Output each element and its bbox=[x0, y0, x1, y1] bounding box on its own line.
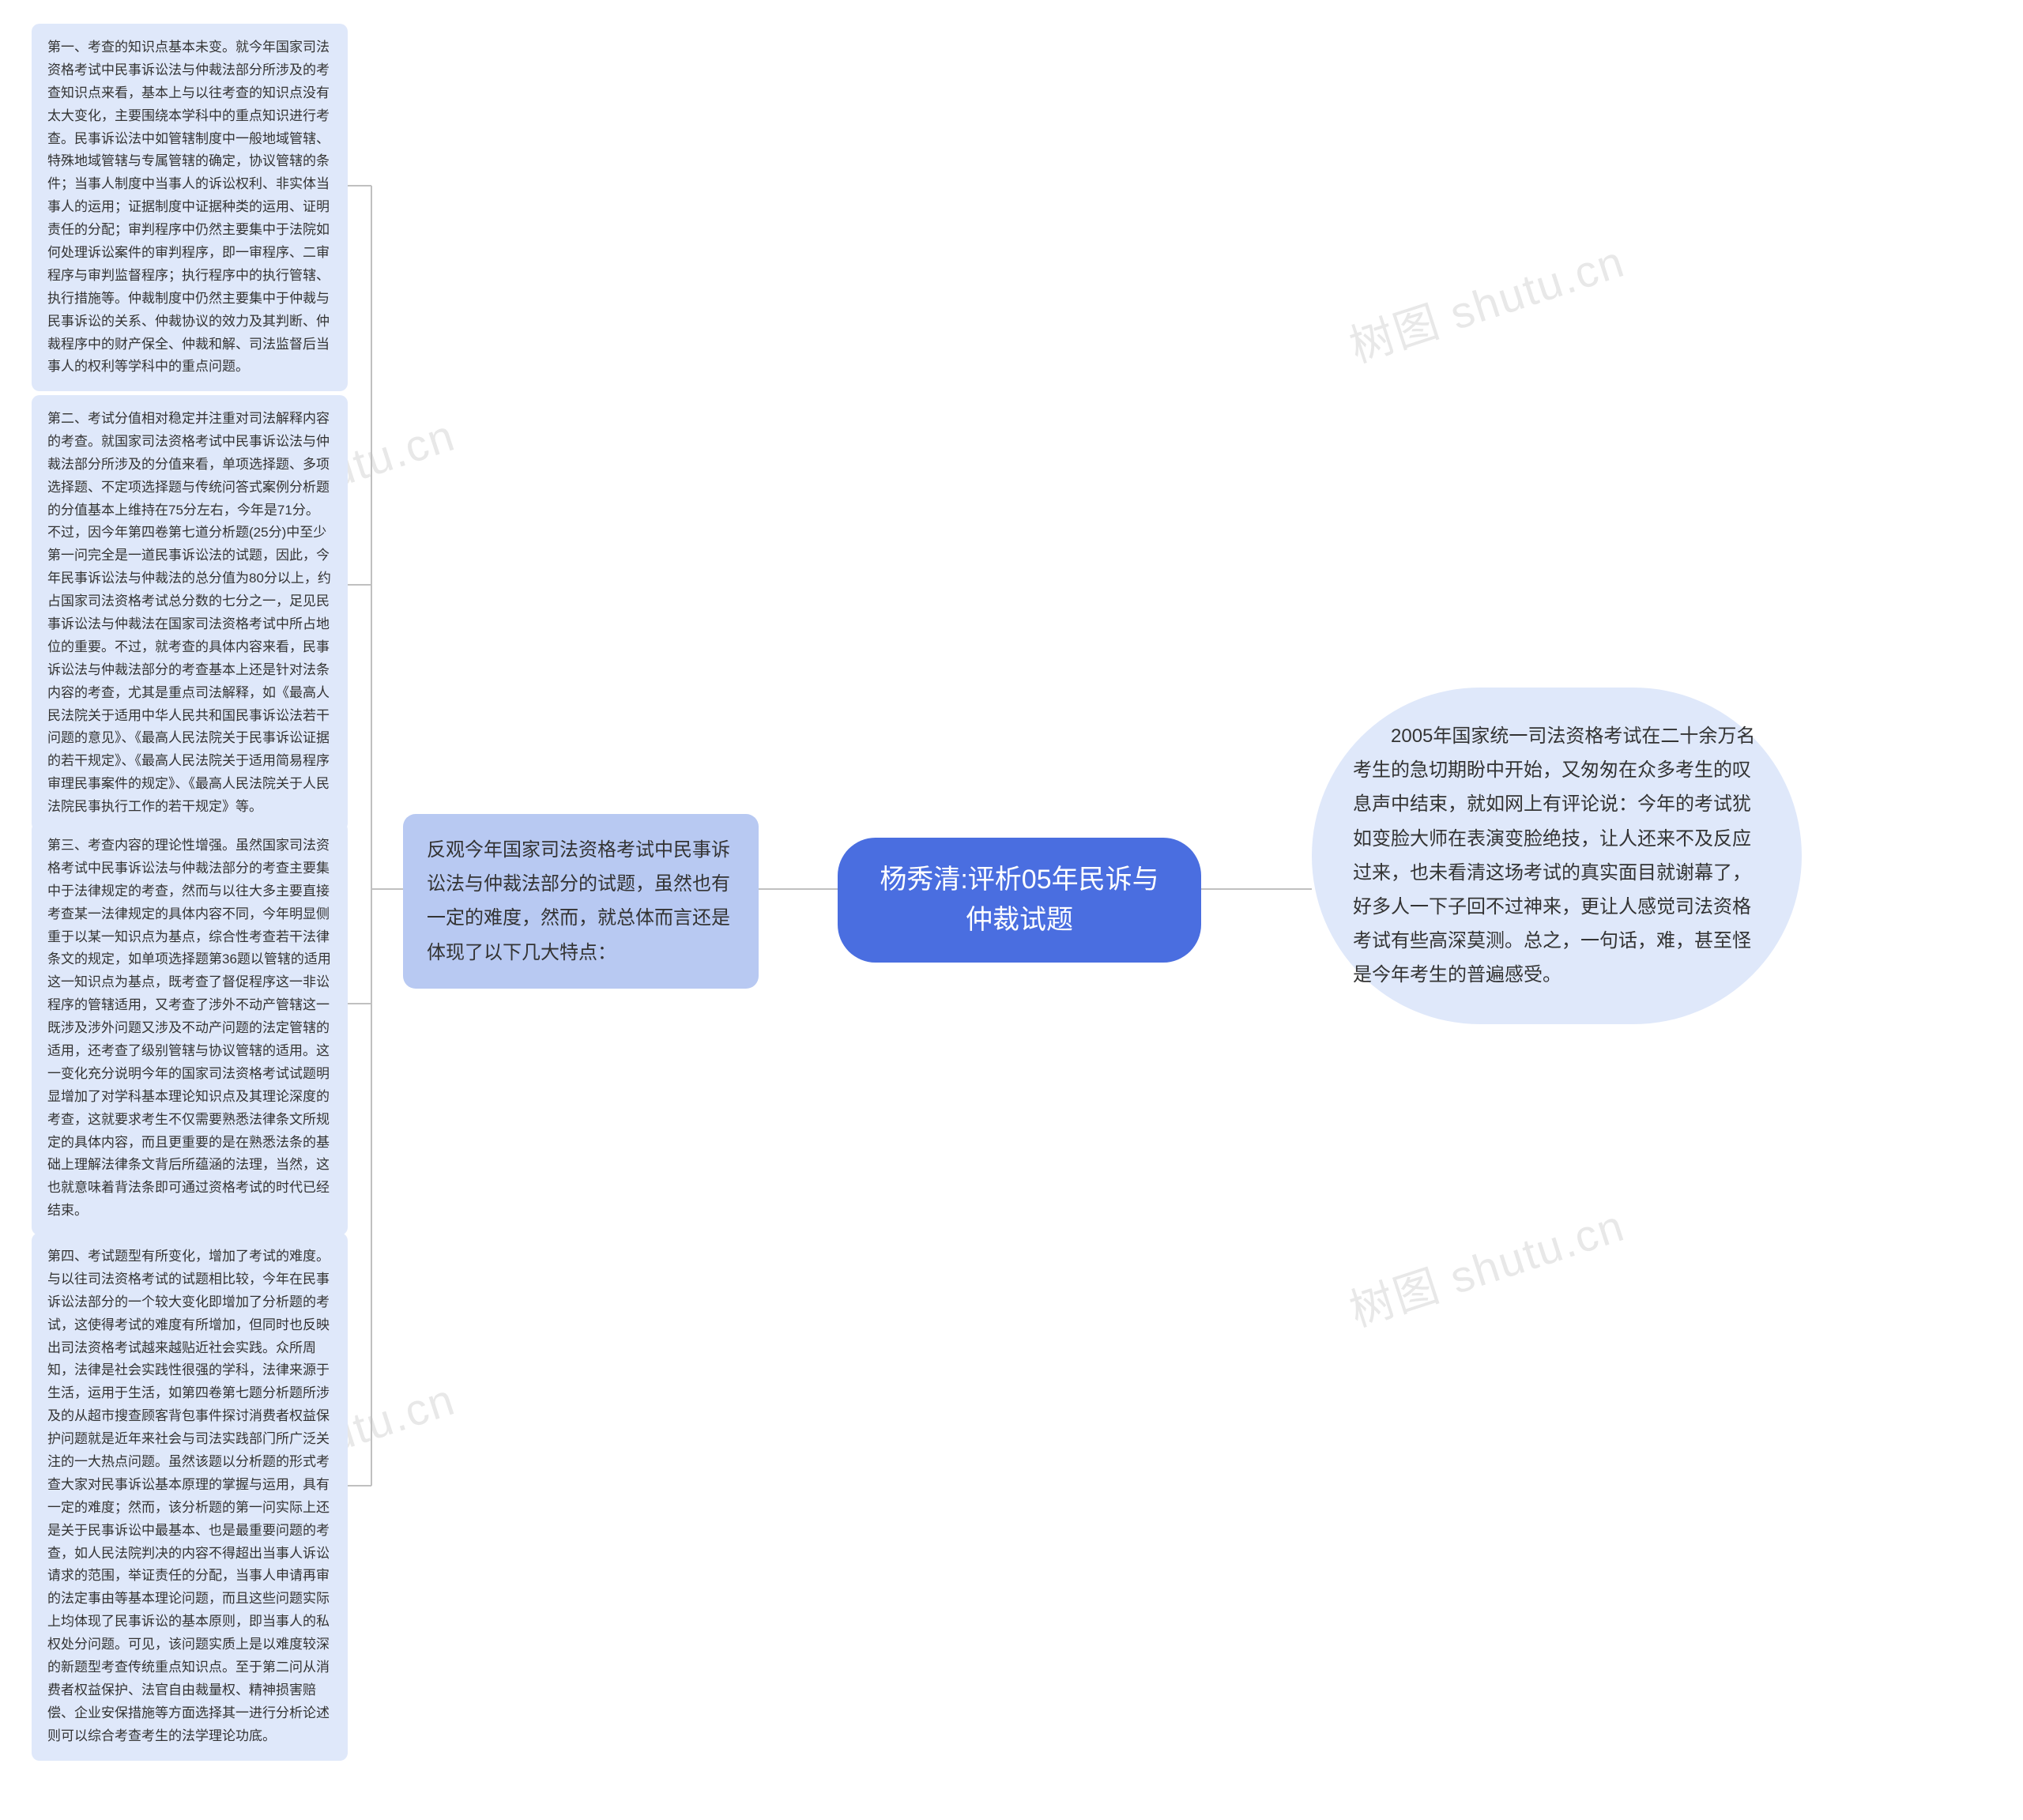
mindmap-detail-node-4[interactable]: 第四、考试题型有所变化，增加了考试的难度。与以往司法资格考试的试题相比较，今年在… bbox=[32, 1233, 348, 1761]
mindmap-detail-node-2[interactable]: 第二、考试分值相对稳定并注重对司法解释内容的考查。就国家司法资格考试中民事诉讼法… bbox=[32, 395, 348, 831]
detail-text-1: 第一、考查的知识点基本未变。就今年国家司法资格考试中民事诉讼法与仲裁法部分所涉及… bbox=[47, 40, 330, 374]
mindmap-detail-node-3[interactable]: 第三、考查内容的理论性增强。虽然国家司法资格考试中民事诉讼法与仲裁法部分的考查主… bbox=[32, 822, 348, 1235]
watermark: 树图 shutu.cn bbox=[1340, 226, 1632, 375]
center-title: 杨秀清:评析05年民诉与仲裁试题 bbox=[880, 865, 1158, 935]
detail-text-3: 第三、考查内容的理论性增强。虽然国家司法资格考试中民事诉讼法与仲裁法部分的考查主… bbox=[47, 838, 331, 1218]
mindmap-center-node[interactable]: 杨秀清:评析05年民诉与仲裁试题 bbox=[838, 838, 1201, 963]
mindmap-right-node[interactable]: 2005年国家统一司法资格考试在二十余万名考生的急切期盼中开始，又匆匆在众多考生… bbox=[1312, 688, 1802, 1024]
detail-text-2: 第二、考试分值相对稳定并注重对司法解释内容的考查。就国家司法资格考试中民事诉讼法… bbox=[47, 411, 331, 814]
left-summary-text: 反观今年国家司法资格考试中民事诉讼法与仲裁法部分的试题，虽然也有一定的难度，然而… bbox=[427, 839, 730, 963]
watermark: 树图 shutu.cn bbox=[1340, 1190, 1632, 1340]
right-text: 2005年国家统一司法资格考试在二十余万名考生的急切期盼中开始，又匆匆在众多考生… bbox=[1353, 725, 1755, 985]
mindmap-left-summary-node[interactable]: 反观今年国家司法资格考试中民事诉讼法与仲裁法部分的试题，虽然也有一定的难度，然而… bbox=[403, 814, 759, 989]
mindmap-detail-node-1[interactable]: 第一、考查的知识点基本未变。就今年国家司法资格考试中民事诉讼法与仲裁法部分所涉及… bbox=[32, 24, 348, 391]
detail-text-4: 第四、考试题型有所变化，增加了考试的难度。与以往司法资格考试的试题相比较，今年在… bbox=[47, 1249, 330, 1743]
